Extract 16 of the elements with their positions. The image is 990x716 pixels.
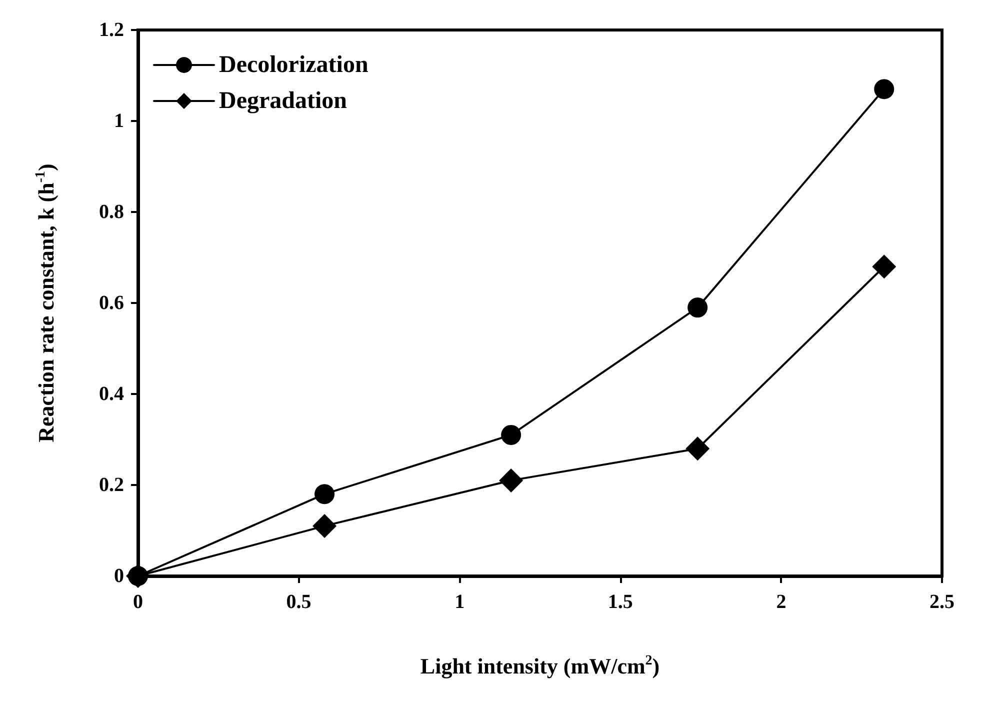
- x-tick-label: 2: [776, 591, 786, 613]
- y-tick-label: 1: [114, 110, 124, 132]
- y-tick-label: 1.2: [99, 19, 124, 41]
- x-tick-label: 1.5: [608, 591, 633, 613]
- x-tick-label: 0.5: [286, 591, 312, 613]
- y-tick-label: 0.4: [99, 383, 124, 405]
- y-axis-title: Reaction rate constant, k (h-1): [34, 164, 58, 442]
- x-tick-label: 0: [133, 591, 143, 613]
- x-tick-label: 2.5: [930, 591, 954, 613]
- legend-label: Decolorization: [219, 52, 368, 78]
- y-tick-label: 0: [114, 565, 124, 587]
- x-tick-label: 1: [454, 591, 465, 613]
- y-tick-label: 0.8: [99, 201, 124, 223]
- y-tick-label: 0.2: [99, 474, 124, 496]
- legend-label: Degradation: [219, 88, 347, 114]
- y-tick-label: 0.6: [99, 292, 124, 314]
